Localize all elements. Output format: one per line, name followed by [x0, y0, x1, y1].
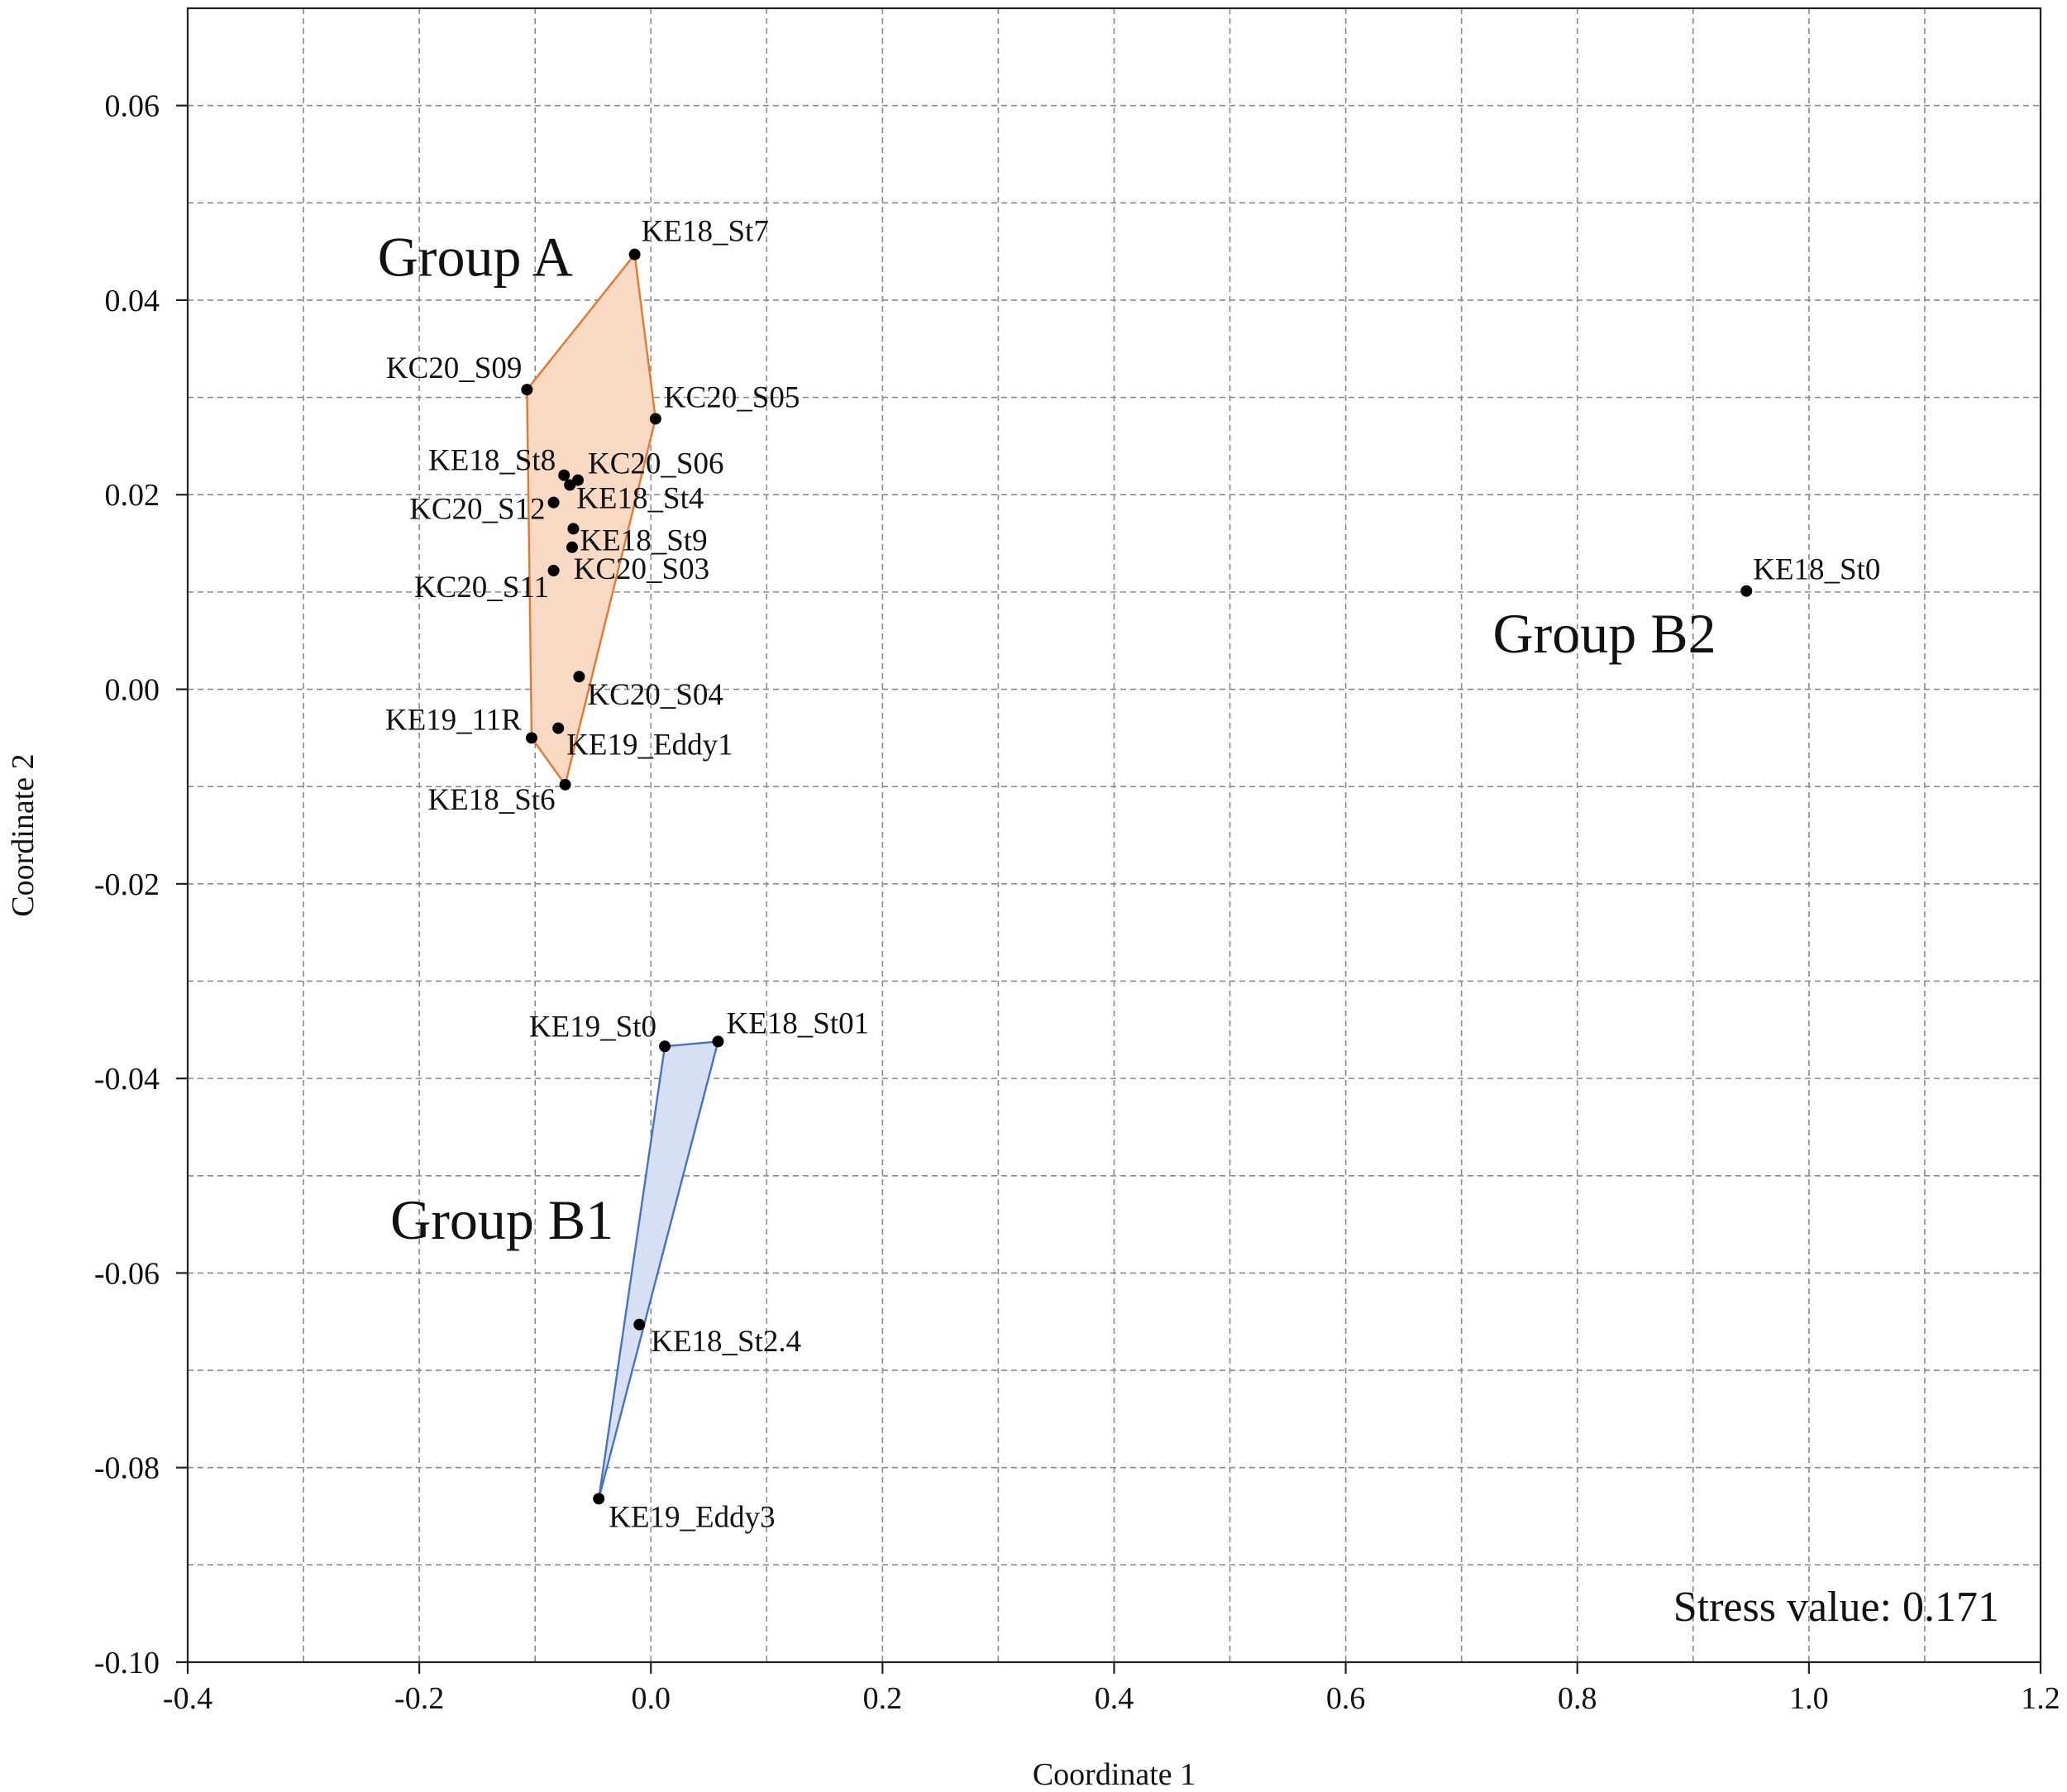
data-point-label: KC20_S11	[414, 571, 549, 605]
x-tick-label: 0.8	[1558, 1681, 1597, 1716]
group-labels: Group A Group B1 Group B2	[378, 226, 1716, 1252]
data-point-label: KE18_St2.4	[651, 1325, 801, 1359]
data-point-label: KC20_S12	[409, 493, 545, 527]
y-tick-label: -0.06	[94, 1256, 160, 1291]
data-point	[525, 732, 537, 744]
data-point-label: KE18_St8	[428, 444, 556, 478]
data-point	[552, 722, 565, 734]
y-axis-label: Coordinate 2	[6, 753, 41, 916]
data-point-label: KE19_Eddy3	[609, 1500, 775, 1534]
data-point	[649, 413, 661, 425]
x-tick-label: 0.6	[1326, 1681, 1366, 1716]
x-tick-label: 0.0	[632, 1681, 671, 1716]
group-label-group-b2: Group B2	[1493, 602, 1716, 665]
data-points	[521, 248, 1753, 1505]
data-point	[593, 1493, 605, 1505]
point-labels: KE18_St7 KC20_S09 KC20_S05 KE18_St8 KC20_S06…	[385, 215, 1881, 1535]
data-point-label: KC20_S03	[574, 552, 709, 586]
y-tick-label: 0.02	[105, 478, 160, 513]
y-tick-label: -0.08	[94, 1451, 160, 1486]
data-point	[633, 1318, 646, 1331]
data-point-label: KE18_St7	[642, 215, 769, 249]
data-point-label: KE19_Eddy1	[566, 729, 733, 762]
x-axis-label: Coordinate 1	[1033, 1757, 1196, 1792]
data-point	[521, 384, 533, 396]
y-tick-label: -0.02	[94, 867, 160, 902]
stress-value-annotation: Stress value: 0.171	[1673, 1584, 1999, 1631]
x-tick-label: 0.2	[863, 1681, 903, 1716]
y-tick-label: -0.10	[94, 1646, 160, 1680]
data-point	[659, 1040, 671, 1053]
data-point-label: KC20_S05	[664, 380, 800, 414]
y-tick-label: -0.04	[94, 1062, 160, 1097]
group-hulls	[526, 253, 719, 1500]
hull-group-b1	[598, 1040, 719, 1500]
data-point-label: KC20_S09	[386, 351, 522, 385]
data-point	[567, 523, 580, 535]
x-tick-label: -0.2	[394, 1681, 444, 1716]
group-label-group-a: Group A	[378, 226, 573, 289]
data-point-label: KE18_St6	[427, 783, 555, 817]
data-point	[573, 671, 585, 683]
data-point	[558, 469, 570, 481]
data-point	[547, 565, 560, 576]
data-point-label: KE18_St0	[1753, 553, 1880, 587]
data-point-label: KC20_S04	[587, 678, 723, 712]
data-point	[712, 1035, 724, 1048]
x-tick-label: 1.2	[2021, 1681, 2060, 1716]
y-tick-label: 0.06	[105, 89, 160, 124]
data-point-label: KC20_S06	[588, 447, 723, 481]
hull-group-a	[526, 253, 657, 786]
x-tick-label: 1.0	[1789, 1681, 1829, 1716]
data-point	[564, 479, 576, 491]
axis-ticks: -0.4 -0.2 0.0 0.2 0.4 0.6 0.8 1.0 1.2 -0.10 -0.08 -…	[94, 89, 2060, 1716]
data-point	[628, 248, 641, 260]
y-tick-label: 0.00	[105, 673, 160, 708]
data-point	[566, 541, 579, 553]
x-tick-label: -0.4	[163, 1681, 212, 1716]
x-tick-label: 0.4	[1095, 1681, 1134, 1716]
data-point	[1740, 585, 1753, 597]
data-point-label: KE19_11R	[385, 703, 522, 737]
group-label-group-b1: Group B1	[390, 1188, 613, 1251]
grid	[188, 8, 2041, 1662]
data-point-label: KE19_St0	[529, 1010, 656, 1044]
data-point	[547, 496, 560, 509]
data-point-label: KE18_St9	[580, 523, 707, 557]
data-point	[559, 778, 571, 791]
data-point-label: KE18_St4	[576, 481, 704, 515]
data-point-label: KE18_St01	[726, 1006, 869, 1040]
y-tick-label: 0.04	[105, 284, 160, 318]
